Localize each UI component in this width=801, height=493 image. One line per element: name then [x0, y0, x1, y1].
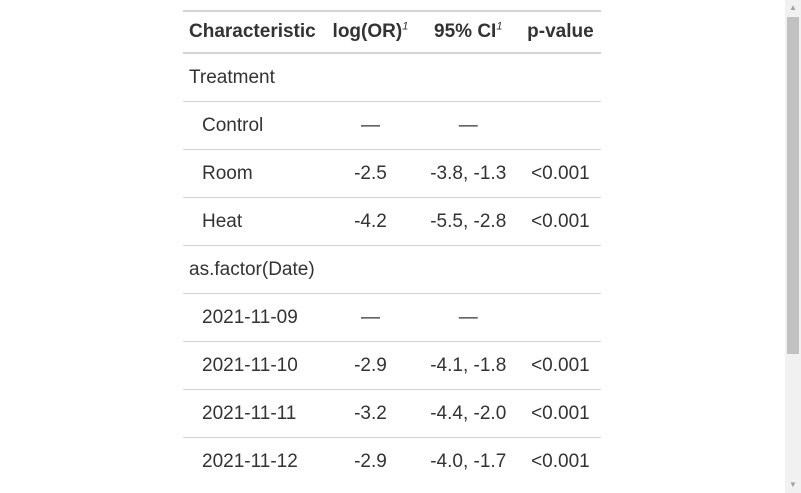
scrollbar-thumb[interactable] — [787, 17, 799, 354]
p-value-cell — [519, 293, 601, 342]
row-label: Treatment — [189, 66, 275, 88]
ci-cell: -4.0, -1.7 — [416, 437, 520, 485]
p-value-cell — [519, 101, 601, 150]
log-or-cell: -4.2 — [324, 197, 417, 246]
log-or-cell — [324, 245, 417, 294]
table-row-group-treatment: Treatment — [183, 53, 601, 102]
ci-cell: -4.1, -1.8 — [416, 341, 520, 390]
header-p-value-label: p-value — [527, 21, 594, 42]
header-characteristic-label: Characteristic — [189, 21, 316, 42]
ci-cell: -3.8, -1.3 — [416, 149, 520, 198]
ci-cell: -5.5, -2.8 — [416, 197, 520, 246]
p-value-cell: <0.001 — [519, 437, 601, 485]
ci-cell — [417, 53, 520, 102]
row-label: 2021-11-10 — [183, 341, 325, 390]
table-header: Characteristic log(OR)1 95% CI1 p-value — [183, 11, 601, 53]
table-row: 2021-11-10 -2.9 -4.1, -1.8 <0.001 — [183, 341, 601, 390]
log-or-cell: -2.9 — [324, 437, 417, 485]
log-or-cell: — — [324, 101, 417, 150]
row-label: 2021-11-09 — [183, 293, 325, 342]
row-label: Control — [183, 101, 325, 150]
row-label: Room — [183, 149, 325, 198]
header-row: Characteristic log(OR)1 95% CI1 p-value — [183, 11, 601, 53]
table-row: 2021-11-12 -2.9 -4.0, -1.7 <0.001 — [183, 437, 601, 485]
table-row: Control — — — [183, 101, 601, 150]
table-row-group-date: as.factor(Date) — [183, 245, 601, 294]
table-row: 2021-11-09 — — — [183, 293, 601, 342]
scroll-up-arrow-icon[interactable]: ▲ — [789, 3, 797, 12]
p-value-cell: <0.001 — [519, 389, 601, 438]
row-label: 2021-11-11 — [183, 389, 325, 438]
ci-cell: — — [416, 101, 520, 150]
row-label: 2021-11-12 — [183, 437, 325, 485]
regression-table: Characteristic log(OR)1 95% CI1 p-value … — [183, 10, 601, 485]
p-value-cell: <0.001 — [519, 197, 601, 246]
log-or-cell: — — [324, 293, 417, 342]
log-or-cell: -2.9 — [324, 341, 417, 390]
ci-footnote-marker: 1 — [496, 20, 503, 33]
ci-cell — [416, 245, 520, 294]
header-p-value: p-value — [520, 11, 601, 53]
table-row: Room -2.5 -3.8, -1.3 <0.001 — [183, 149, 601, 198]
row-label: Heat — [183, 197, 325, 246]
table-body: Treatment Control — — Room -2.5 -3.8, -1… — [183, 53, 601, 485]
vertical-scrollbar[interactable]: ▲ ▼ — [785, 0, 801, 493]
header-characteristic: Characteristic — [183, 11, 324, 53]
p-value-cell — [519, 245, 601, 294]
ci-cell: — — [416, 293, 520, 342]
header-ci-label: 95% CI — [434, 21, 497, 42]
header-log-or-label: log(OR) — [332, 21, 403, 42]
header-ci: 95% CI1 — [417, 11, 520, 53]
regression-table-container: Characteristic log(OR)1 95% CI1 p-value … — [183, 10, 601, 485]
scroll-down-arrow-icon[interactable]: ▼ — [789, 480, 797, 489]
p-value-cell: <0.001 — [519, 149, 601, 198]
log-or-cell — [324, 53, 416, 102]
log-or-cell: -2.5 — [324, 149, 417, 198]
p-value-cell: <0.001 — [519, 341, 601, 390]
log-or-cell: -3.2 — [324, 389, 417, 438]
header-log-or: log(OR)1 — [324, 11, 416, 53]
p-value-cell — [520, 53, 601, 102]
row-label: as.factor(Date) — [183, 245, 325, 294]
log-or-footnote-marker: 1 — [402, 20, 409, 33]
table-row: Heat -4.2 -5.5, -2.8 <0.001 — [183, 197, 601, 246]
table-row: 2021-11-11 -3.2 -4.4, -2.0 <0.001 — [183, 389, 601, 438]
ci-cell: -4.4, -2.0 — [416, 389, 520, 438]
